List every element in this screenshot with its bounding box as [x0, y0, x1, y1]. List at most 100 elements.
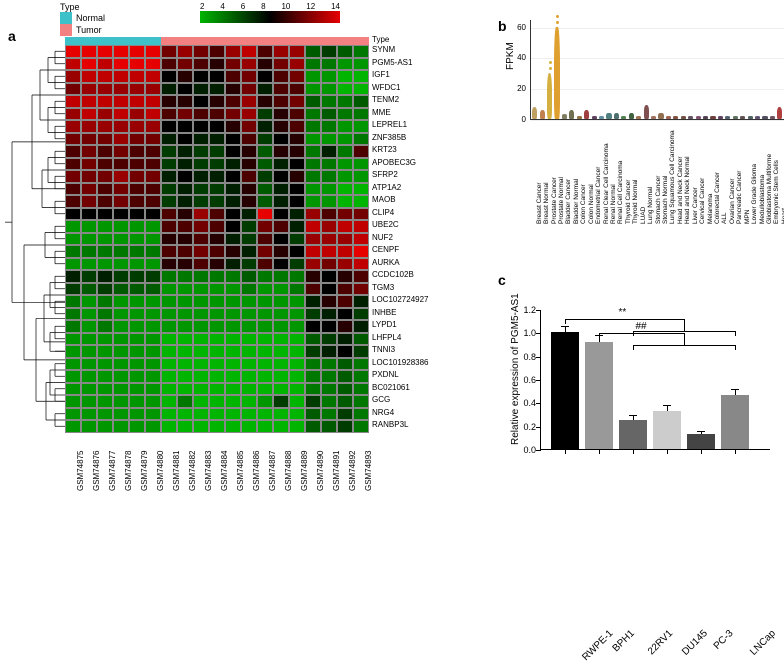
- heatmap-cell: [209, 58, 225, 71]
- heatmap-cell: [337, 345, 353, 358]
- fpkm-xlabel: Renal Normal: [610, 184, 617, 224]
- heatmap-cell: [353, 95, 369, 108]
- fpkm-violin: [770, 116, 775, 119]
- heatmap-cell: [177, 320, 193, 333]
- heatmap-cell: [145, 120, 161, 133]
- heatmap-row-label: NUF2: [372, 233, 393, 242]
- heatmap-cell: [113, 258, 129, 271]
- type-legend: Type NormalTumor: [60, 2, 105, 36]
- heatmap-cell: [337, 383, 353, 396]
- heatmap-col-label: GSM74879: [140, 450, 149, 490]
- heatmap-cell: [145, 383, 161, 396]
- heatmap-cell: [161, 320, 177, 333]
- heatmap-cell: [129, 258, 145, 271]
- heatmap-cell: [241, 133, 257, 146]
- heatmap-cell: [177, 308, 193, 321]
- heatmap-cell: [353, 345, 369, 358]
- heatmap-cell: [257, 370, 273, 383]
- heatmap-cell: [97, 220, 113, 233]
- fpkm-xlabel: Prostate Normal: [558, 177, 565, 224]
- heatmap-cell: [129, 220, 145, 233]
- fpkm-violin: [540, 110, 545, 119]
- heatmap-cell: [225, 195, 241, 208]
- heatmap-cell: [129, 108, 145, 121]
- bar: [619, 420, 647, 449]
- heatmap-cell: [257, 270, 273, 283]
- heatmap-cell: [81, 195, 97, 208]
- heatmap-cell: [241, 270, 257, 283]
- heatmap-cell: [241, 395, 257, 408]
- heatmap-cell: [289, 395, 305, 408]
- heatmap-cell: [177, 408, 193, 421]
- heatmap-cell: [289, 233, 305, 246]
- heatmap-cell: [241, 358, 257, 371]
- heatmap-cell: [145, 408, 161, 421]
- heatmap-cell: [209, 370, 225, 383]
- heatmap-cell: [81, 420, 97, 433]
- heatmap-cell: [81, 270, 97, 283]
- heatmap-cell: [129, 283, 145, 296]
- heatmap-cell: [161, 220, 177, 233]
- heatmap-row-label: RANBP3L: [372, 420, 408, 429]
- heatmap-cell: [289, 70, 305, 83]
- heatmap-cell: [225, 108, 241, 121]
- heatmap-cell: [273, 70, 289, 83]
- heatmap-row-label: CLIP4: [372, 208, 394, 217]
- fpkm-xlabel: Colon Cancer: [580, 184, 587, 224]
- heatmap-cell: [209, 45, 225, 58]
- heatmap-cell: [129, 183, 145, 196]
- heatmap-cell: [353, 208, 369, 221]
- heatmap-cell: [305, 408, 321, 421]
- fpkm-xlabel: Thyroid Cancer: [625, 180, 632, 224]
- heatmap-cell: [65, 233, 81, 246]
- heatmap-cell: [257, 258, 273, 271]
- heatmap-cell: [145, 220, 161, 233]
- heatmap-cell: [193, 220, 209, 233]
- heatmap-cell: [193, 370, 209, 383]
- heatmap-cell: [305, 283, 321, 296]
- fpkm-ytick: 40: [506, 53, 526, 62]
- heatmap-cell: [257, 320, 273, 333]
- heatmap-cell: [321, 395, 337, 408]
- heatmap-cell: [113, 58, 129, 71]
- heatmap-cell: [241, 208, 257, 221]
- heatmap-cell: [113, 95, 129, 108]
- bar-xlabel: BPH1: [611, 628, 637, 654]
- heatmap-cell: [65, 395, 81, 408]
- heatmap-cell: [193, 333, 209, 346]
- fpkm-violin: [584, 110, 589, 119]
- heatmap-cell: [97, 158, 113, 171]
- heatmap-cell: [177, 158, 193, 171]
- heatmap-cell: [321, 170, 337, 183]
- heatmap-cell: [321, 345, 337, 358]
- heatmap-cell: [97, 83, 113, 96]
- heatmap-cell: [81, 408, 97, 421]
- heatmap-cell: [337, 308, 353, 321]
- heatmap-cell: [129, 170, 145, 183]
- heatmap-cell: [273, 270, 289, 283]
- heatmap-cell: [209, 383, 225, 396]
- heatmap-cell: [273, 233, 289, 246]
- heatmap-cell: [353, 220, 369, 233]
- heatmap-cell: [113, 420, 129, 433]
- heatmap-cell: [113, 370, 129, 383]
- heatmap-cell: [81, 258, 97, 271]
- bar-ytick: 0.6: [506, 375, 536, 385]
- heatmap-col-label: GSM74888: [284, 450, 293, 490]
- row-dendrogram: [0, 45, 65, 433]
- heatmap-row-label: PXDNL: [372, 370, 399, 379]
- heatmap-col-label: GSM74878: [124, 450, 133, 490]
- heatmap-cell: [305, 295, 321, 308]
- heatmap-cell: [209, 295, 225, 308]
- heatmap-cell: [257, 233, 273, 246]
- fpkm-violin: [673, 116, 678, 119]
- heatmap-cell: [353, 258, 369, 271]
- heatmap-cell: [65, 58, 81, 71]
- type-row-label: Type: [372, 35, 389, 44]
- heatmap-col-label: GSM74886: [252, 450, 261, 490]
- heatmap-cell: [209, 133, 225, 146]
- heatmap-cell: [289, 108, 305, 121]
- heatmap-row-label: TGM3: [372, 283, 394, 292]
- heatmap-cell: [337, 320, 353, 333]
- heatmap-cell: [337, 220, 353, 233]
